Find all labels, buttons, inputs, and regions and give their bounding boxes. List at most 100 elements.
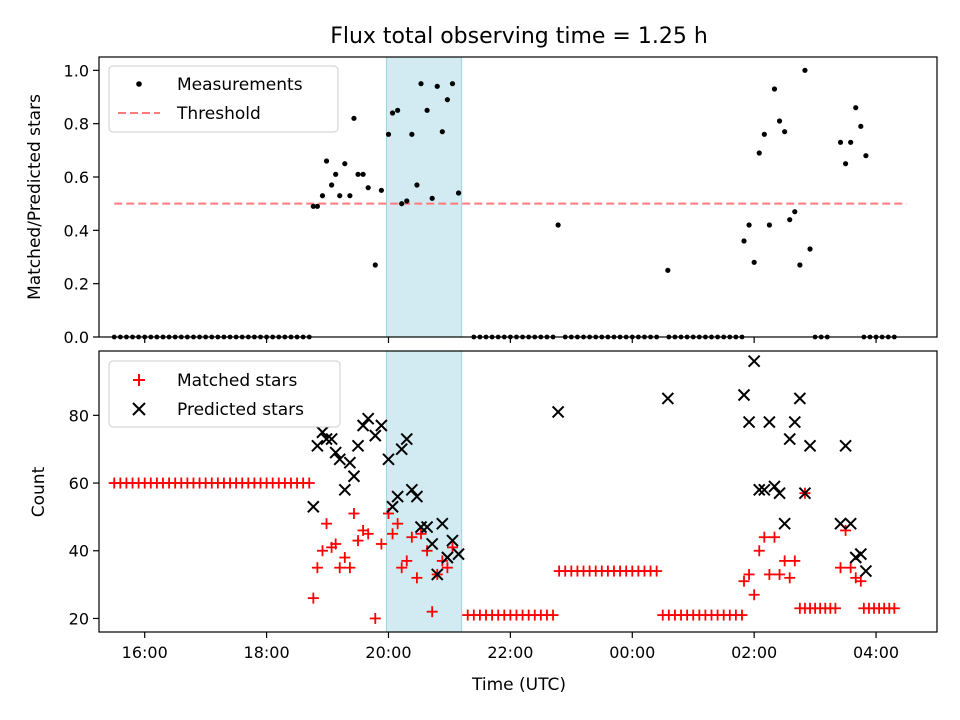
count-y-ticks: 20 40 60 80 (69, 406, 99, 628)
predicted-star-point (420, 520, 434, 534)
measurement-point (323, 158, 330, 164)
matched-star-point (829, 602, 841, 614)
matched-star-point (311, 562, 323, 574)
ratio-panel: 0.0 0.2 0.4 0.6 0.8 1.0 Matched/Predicted sta… (25, 56, 938, 347)
y-tick-label: 0.6 (64, 168, 89, 187)
predicted-star-point (333, 453, 346, 466)
predicted-star-point (343, 456, 357, 469)
predicted-star-point (441, 551, 454, 564)
matched-star-point (415, 528, 427, 540)
predicted-star-point (758, 483, 771, 497)
predicted-star-point (803, 439, 817, 453)
measurement-point (404, 198, 410, 204)
matched-star-point (784, 572, 796, 584)
predicted-star-point (778, 517, 791, 530)
measurement-point (807, 246, 813, 252)
matched-star-point (736, 609, 748, 621)
predicted-star-point (747, 354, 761, 368)
y-tick-label: 80 (69, 406, 89, 425)
measurement-point (746, 222, 752, 228)
matched-star-point (840, 524, 852, 536)
measurement-point (751, 259, 757, 265)
measurement-point (665, 267, 671, 273)
count-x-ticks: 16:00 18:00 20:00 22:00 00:00 02:00 04:00 (122, 632, 899, 662)
matched-star-point (651, 565, 663, 577)
measurement-point (439, 129, 445, 135)
matched-star-point (738, 575, 750, 587)
matched-star-point (303, 477, 315, 489)
ratio-x-ticks (144, 337, 877, 343)
measurement-point (418, 81, 424, 87)
measurement-point (347, 193, 353, 199)
y-tick-label: 0.4 (64, 221, 89, 240)
measurement-point (837, 139, 844, 145)
measurement-point (555, 222, 561, 228)
predicted-star-point (436, 517, 449, 530)
predicted-star-point (742, 415, 756, 429)
predicted-star-point (369, 429, 382, 442)
matched-star-point (411, 572, 423, 584)
predicted-star-point (347, 470, 361, 483)
measurement-point (355, 171, 361, 177)
measurement-point (766, 222, 773, 228)
legend-label-matched: Matched stars (177, 371, 297, 391)
count-y-axis-label: Count (29, 466, 49, 517)
y-tick-label: 0.2 (64, 275, 89, 294)
measurement-point (802, 67, 808, 73)
matched-star-points (108, 477, 900, 624)
matched-star-point (845, 562, 857, 574)
matched-star-point (426, 606, 438, 618)
measurement-point (797, 262, 803, 268)
matched-star-point (779, 555, 791, 567)
y-tick-label: 60 (69, 474, 89, 493)
predicted-star-point (325, 432, 338, 446)
measurement-point (756, 150, 762, 156)
y-tick-label: 20 (69, 609, 89, 628)
measurement-point (787, 217, 793, 223)
matched-star-point (375, 538, 387, 550)
matched-star-point (758, 531, 770, 543)
predicted-star-point (425, 537, 439, 551)
measurement-point (333, 171, 339, 177)
x-tick-label: 00:00 (609, 643, 655, 662)
matched-star-point (748, 589, 760, 601)
predicted-star-point (783, 432, 796, 446)
predicted-star-point (361, 412, 375, 425)
predicted-star-point (386, 500, 399, 513)
predicted-star-point (551, 405, 565, 419)
y-tick-label: 0.0 (64, 328, 89, 347)
x-tick-label: 20:00 (365, 643, 411, 662)
matched-star-point (441, 562, 453, 574)
measurement-point (848, 139, 854, 145)
predicted-star-point (391, 490, 404, 503)
predicted-star-point (768, 480, 781, 493)
matched-star-point (369, 612, 381, 624)
count-panel: 20 40 60 80 16:00 18:00 20:00 22:00 00:00 02:00 0… (29, 350, 938, 695)
matched-star-point (794, 602, 806, 614)
predicted-star-point (382, 453, 395, 466)
ratio-legend: Measurements Threshold (108, 65, 339, 133)
observing-window-span-top (385, 56, 463, 338)
matched-star-point (321, 518, 333, 530)
matched-star-point (392, 518, 404, 530)
y-tick-label: 0.8 (64, 115, 89, 134)
measurement-point (782, 129, 788, 135)
measurement-point (429, 195, 435, 201)
predicted-star-point (844, 517, 857, 530)
legend-label-measurements: Measurements (177, 75, 303, 95)
matched-star-point (753, 545, 765, 557)
legend-marker-matched (133, 374, 145, 386)
measurement-point (329, 182, 335, 188)
measurement-point (771, 86, 778, 92)
legend-label-predicted: Predicted stars (177, 400, 304, 420)
ratio-legend-box (108, 65, 339, 133)
matched-star-point (339, 552, 351, 564)
measurement-point (792, 209, 798, 215)
predicted-star-point (798, 486, 812, 500)
matched-star-point (789, 555, 801, 567)
measurement-point (776, 118, 783, 124)
matched-star-point (763, 568, 775, 580)
x-tick-label: 16:00 (122, 643, 168, 662)
measurement-point (319, 193, 326, 199)
